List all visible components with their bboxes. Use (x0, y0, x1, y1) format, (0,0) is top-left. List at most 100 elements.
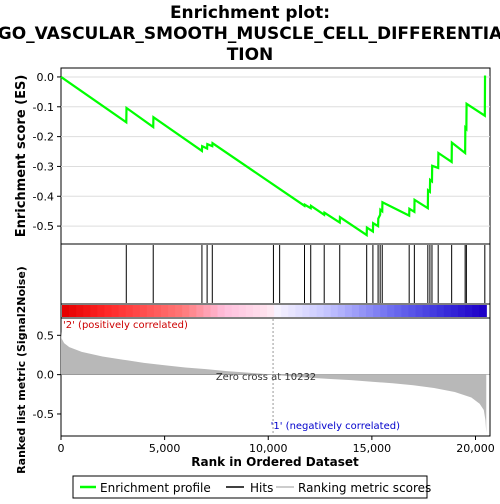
ranking-metric-area (61, 331, 487, 433)
color-bar-segment (252, 305, 261, 317)
legend-hits-label: Hits (250, 481, 273, 495)
x-tick-label: 15,000 (353, 442, 392, 455)
neg-correlated-label: '1' (negatively correlated) (271, 421, 400, 432)
x-ticks: 0 5,000 10,000 15,000 20,000 (58, 436, 495, 455)
color-bar-segment (302, 305, 311, 317)
legend: Enrichment profile Hits Ranking metric s… (72, 475, 431, 499)
es-ytick-label: -0.1 (33, 101, 54, 114)
es-ytick-label: 0.0 (37, 71, 55, 84)
chart-title-line-2: GO_VASCULAR_SMOOTH_MUSCLE_CELL_DIFFERENT… (0, 24, 500, 44)
hits-panel-frame (60, 243, 491, 305)
chart-title-line-3: TION (227, 45, 274, 65)
color-bar-segment (238, 305, 247, 317)
hit-lines (125, 245, 486, 303)
color-bar-segment (83, 305, 91, 317)
color-bar-segment (139, 305, 148, 317)
color-bar-segment (224, 305, 233, 317)
x-tick-label: 0 (58, 442, 65, 455)
color-bar-segment (479, 305, 487, 317)
color-bar-segment (259, 305, 268, 317)
es-gridlines (61, 76, 490, 227)
color-bar-segment (465, 305, 473, 317)
color-bar-segment (196, 305, 205, 317)
color-bar-segment (217, 305, 226, 317)
es-panel-frame (60, 67, 491, 245)
color-bar-segment (245, 305, 254, 317)
color-bar-segment (182, 305, 190, 317)
metric-ytick-label: 0.0 (37, 369, 55, 382)
color-bar-segment (125, 305, 134, 317)
color-bar-segment (436, 305, 445, 317)
color-bar-segment (366, 305, 374, 317)
color-bar-segment (203, 305, 212, 317)
color-bar-segment (153, 305, 162, 317)
chart-title-line-1: Enrichment plot: (170, 3, 330, 23)
color-bar-segment (118, 305, 127, 317)
color-bar-segment (457, 305, 466, 317)
x-tick-label: 10,000 (249, 442, 288, 455)
color-bar-segment (76, 305, 84, 317)
color-bar-segment (69, 305, 77, 317)
color-bar-segment (309, 305, 318, 317)
color-bar-segment (380, 305, 388, 317)
color-bar-segment (450, 305, 459, 317)
color-bar-segment (267, 305, 275, 317)
metric-y-ticks: 0.5 0.0 -0.5 (33, 329, 61, 421)
legend-profile-label: Enrichment profile (100, 481, 211, 495)
color-bar-segment (408, 305, 417, 317)
color-bar-segment (62, 305, 70, 317)
color-bar-segment (104, 305, 113, 317)
color-bar-segment (337, 305, 346, 317)
color-bar-segment (210, 305, 219, 317)
color-bar-segment (422, 305, 431, 317)
color-bar-segment (132, 305, 141, 317)
hits-panel (60, 243, 491, 305)
es-ytick-label: -0.2 (33, 131, 54, 144)
color-bar-segment (415, 305, 424, 317)
pos-correlated-label: '2' (positively correlated) (63, 320, 188, 331)
legend-frame (72, 475, 428, 499)
x-axis-label: Rank in Ordered Dataset (191, 455, 359, 469)
es-ytick-label: -0.4 (33, 190, 54, 203)
color-bar-segment (394, 305, 403, 317)
color-bar-segment (97, 305, 106, 317)
es-ytick-label: -0.5 (33, 220, 54, 233)
enrichment-profile-line (60, 75, 487, 238)
color-bar-segment (295, 305, 304, 317)
color-bar-segment (373, 305, 381, 317)
color-bar-segment (288, 305, 296, 317)
color-bar-segment (160, 305, 169, 317)
x-tick-label: 20,000 (456, 442, 495, 455)
metric-panel: 0.5 0.0 -0.5 0 5,000 10,000 15,000 20,000 '2' … (15, 266, 495, 474)
color-bar-segment (351, 305, 360, 317)
metric-ytick-label: -0.5 (33, 408, 54, 421)
es-panel: 0.0 -0.1 -0.2 -0.3 -0.4 -0.5 Enrichment score… (14, 67, 491, 245)
es-y-ticks: 0.0 -0.1 -0.2 -0.3 -0.4 -0.5 (33, 71, 61, 233)
es-ytick-label: -0.3 (33, 160, 54, 173)
color-bar-segment (344, 305, 353, 317)
color-bar-segment (146, 305, 155, 317)
color-bar-segment (274, 305, 282, 317)
color-bar-segment (429, 305, 438, 317)
color-bar-segment (111, 305, 120, 317)
metric-ytick-label: 0.5 (37, 329, 55, 342)
color-bar-segment (281, 305, 289, 317)
color-bar-segment (231, 305, 240, 317)
es-ylabel: Enrichment score (ES) (14, 75, 29, 238)
color-bar-segment (330, 305, 339, 317)
color-bar-segment (401, 305, 410, 317)
color-bar-segment (189, 305, 197, 317)
color-bar-segment (472, 305, 480, 317)
metric-ylabel: Ranked list metric (Signal2Noise) (15, 266, 28, 474)
color-bar-segment (387, 305, 395, 317)
x-tick-label: 5,000 (149, 442, 181, 455)
color-bar-segment (175, 305, 183, 317)
color-bar-segments (62, 305, 487, 317)
color-bar-segment (316, 305, 325, 317)
legend-metric-label: Ranking metric scores (298, 481, 431, 495)
color-bar-segment (443, 305, 452, 317)
rank-color-bar (60, 303, 491, 319)
color-bar-segment (323, 305, 332, 317)
